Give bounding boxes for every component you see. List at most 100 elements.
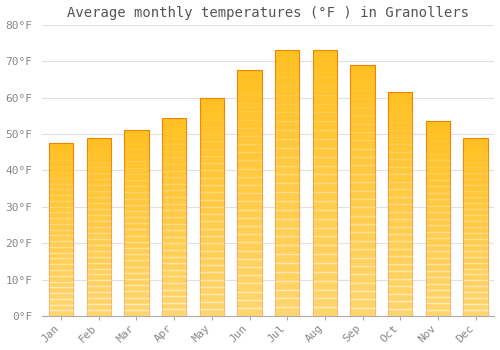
Bar (86, 138, 111, 144)
Bar (312, 228, 337, 236)
Bar (388, 204, 412, 212)
Bar (464, 239, 488, 245)
Bar (275, 68, 299, 77)
Bar (49, 201, 74, 206)
Bar (86, 274, 111, 280)
Bar (200, 163, 224, 170)
Bar (124, 136, 148, 143)
Bar (464, 185, 488, 191)
Bar (124, 242, 148, 248)
Bar (49, 161, 74, 166)
Bar (388, 219, 412, 226)
Bar (312, 157, 337, 166)
Bar (388, 234, 412, 241)
Bar (162, 204, 186, 210)
Bar (350, 308, 375, 316)
Bar (162, 283, 186, 290)
Bar (275, 174, 299, 183)
Bar (86, 138, 111, 316)
Bar (124, 267, 148, 273)
Bar (350, 98, 375, 107)
Bar (86, 257, 111, 262)
Bar (388, 249, 412, 257)
Bar (162, 164, 186, 170)
Bar (388, 226, 412, 234)
Bar (162, 296, 186, 303)
Bar (200, 222, 224, 229)
Bar (238, 169, 262, 177)
Bar (350, 249, 375, 258)
Bar (162, 118, 186, 316)
Bar (312, 192, 337, 201)
Bar (275, 50, 299, 316)
Bar (200, 98, 224, 105)
Bar (86, 310, 111, 316)
Bar (275, 104, 299, 112)
Bar (312, 50, 337, 316)
Bar (426, 147, 450, 154)
Bar (200, 207, 224, 214)
Bar (238, 128, 262, 136)
Bar (200, 309, 224, 316)
Bar (238, 152, 262, 161)
Bar (350, 166, 375, 174)
Bar (162, 257, 186, 263)
Bar (312, 183, 337, 192)
Bar (388, 167, 412, 174)
Bar (200, 280, 224, 287)
Bar (162, 170, 186, 177)
Bar (426, 284, 450, 290)
Bar (200, 120, 224, 127)
Bar (162, 270, 186, 276)
Bar (162, 243, 186, 250)
Bar (200, 302, 224, 309)
Bar (49, 143, 74, 149)
Bar (464, 167, 488, 173)
Bar (200, 105, 224, 112)
Bar (350, 107, 375, 115)
Bar (312, 77, 337, 86)
Bar (350, 65, 375, 73)
Bar (275, 130, 299, 139)
Bar (464, 286, 488, 292)
Bar (312, 245, 337, 254)
Bar (124, 248, 148, 254)
Bar (238, 308, 262, 316)
Bar (124, 168, 148, 174)
Bar (49, 212, 74, 218)
Bar (426, 277, 450, 284)
Bar (312, 219, 337, 228)
Bar (350, 216, 375, 224)
Bar (388, 286, 412, 294)
Bar (124, 217, 148, 223)
Bar (86, 233, 111, 239)
Bar (200, 265, 224, 272)
Bar (388, 130, 412, 137)
Bar (275, 263, 299, 272)
Bar (238, 120, 262, 128)
Bar (124, 273, 148, 279)
Bar (162, 217, 186, 224)
Bar (312, 94, 337, 104)
Bar (426, 141, 450, 147)
Bar (86, 251, 111, 257)
Bar (162, 151, 186, 158)
Bar (238, 79, 262, 87)
Bar (464, 310, 488, 316)
Bar (426, 264, 450, 271)
Bar (162, 263, 186, 270)
Bar (200, 170, 224, 178)
Bar (388, 264, 412, 271)
Bar (162, 210, 186, 217)
Bar (464, 215, 488, 221)
Bar (238, 161, 262, 169)
Bar (238, 185, 262, 193)
Bar (426, 134, 450, 141)
Bar (464, 268, 488, 274)
Bar (86, 298, 111, 304)
Bar (388, 107, 412, 114)
Bar (124, 193, 148, 198)
Bar (464, 298, 488, 304)
Bar (49, 281, 74, 287)
Bar (312, 201, 337, 210)
